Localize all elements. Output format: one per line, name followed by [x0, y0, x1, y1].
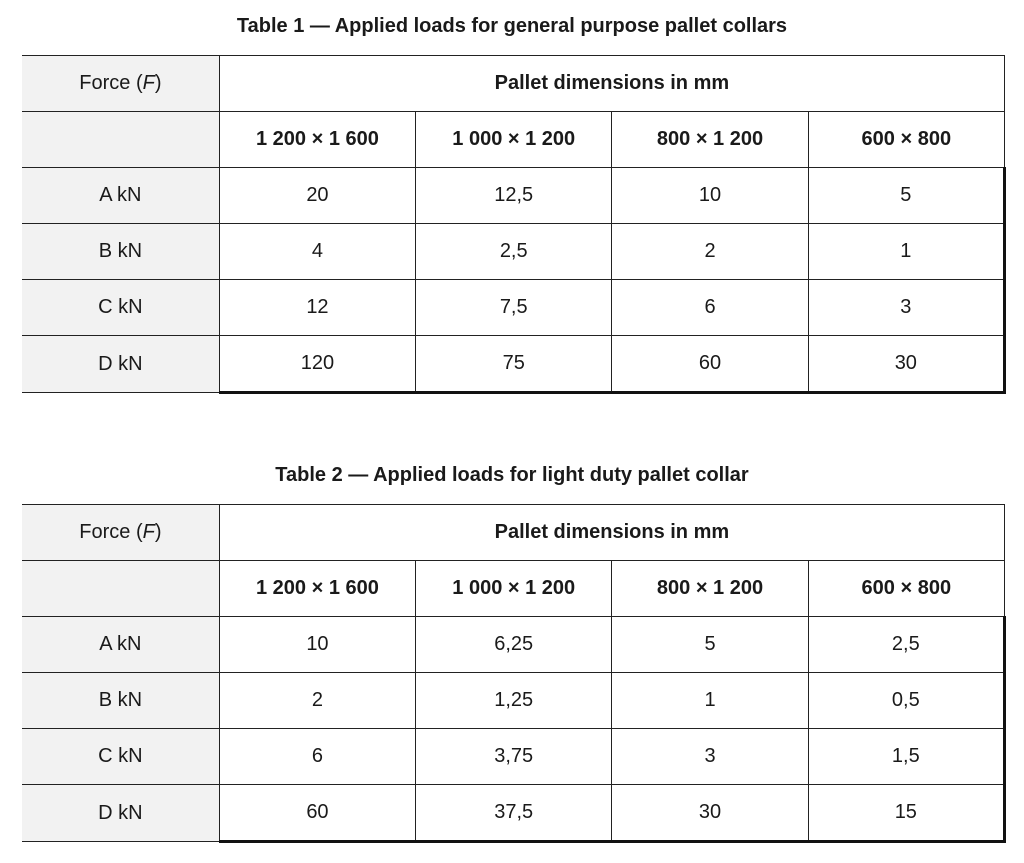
table-row: C kN 12 7,5 6 3	[22, 279, 1007, 336]
table-cell: 30	[807, 335, 1007, 394]
empty-header-cell	[22, 560, 220, 617]
table-cell: 15	[807, 784, 1007, 843]
column-header: 600 × 800	[807, 560, 1006, 617]
table-1: Force (F) Pallet dimensions in mm 1 200 …	[22, 55, 1007, 394]
table-cell: 10	[218, 616, 417, 673]
table-cell: 60	[611, 335, 809, 394]
table-row: B kN 2 1,25 1 0,5	[22, 672, 1007, 729]
table-cell: 3,75	[415, 728, 613, 785]
force-close: )	[154, 72, 162, 94]
table-row: D kN 60 37,5 30 15	[22, 784, 1007, 843]
force-close: )	[154, 521, 162, 543]
table-cell: 6,25	[415, 616, 613, 673]
table-cell: 2	[218, 672, 417, 729]
table-cell: 3	[807, 279, 1007, 336]
force-header: Force (F)	[22, 504, 220, 561]
row-label: A kN	[22, 616, 220, 673]
table-cell: 120	[218, 335, 417, 394]
column-header: 1 000 × 1 200	[415, 111, 613, 168]
table-cell: 3	[611, 728, 809, 785]
table-cell: 0,5	[807, 672, 1007, 729]
table-cell: 5	[611, 616, 809, 673]
row-label: A kN	[22, 167, 220, 224]
column-header: 800 × 1 200	[611, 111, 809, 168]
table-row: B kN 4 2,5 2 1	[22, 223, 1007, 280]
table-cell: 37,5	[415, 784, 613, 843]
table-cell: 60	[218, 784, 417, 843]
empty-header-cell	[22, 111, 220, 168]
column-header: 1 200 × 1 600	[218, 560, 417, 617]
table-cell: 6	[218, 728, 417, 785]
table-cell: 10	[611, 167, 809, 224]
table-row: C kN 6 3,75 3 1,5	[22, 728, 1007, 785]
table-cell: 5	[807, 167, 1007, 224]
force-label: Force (	[79, 72, 143, 94]
table-2-title: Table 2 — Applied loads for light duty p…	[275, 464, 749, 486]
column-header: 600 × 800	[807, 111, 1006, 168]
table-2: Force (F) Pallet dimensions in mm 1 200 …	[22, 504, 1007, 843]
table-cell: 7,5	[415, 279, 613, 336]
table-cell: 1	[611, 672, 809, 729]
table-cell: 1,5	[807, 728, 1007, 785]
table-cell: 6	[611, 279, 809, 336]
force-header: Force (F)	[22, 55, 220, 112]
table-cell: 12	[218, 279, 417, 336]
table-cell: 2,5	[415, 223, 613, 280]
column-header: 1 000 × 1 200	[415, 560, 613, 617]
table-row: A kN 20 12,5 10 5	[22, 167, 1007, 224]
table-cell: 30	[611, 784, 809, 843]
table-cell: 1	[807, 223, 1007, 280]
force-symbol: F	[142, 521, 155, 543]
table-cell: 4	[218, 223, 417, 280]
force-symbol: F	[142, 72, 155, 94]
row-label: C kN	[22, 728, 220, 785]
table-1-title: Table 1 — Applied loads for general purp…	[236, 15, 788, 37]
table-row: D kN 120 75 60 30	[22, 335, 1007, 394]
row-label: D kN	[22, 335, 220, 393]
column-header: 800 × 1 200	[611, 560, 809, 617]
table-cell: 20	[218, 167, 417, 224]
pallet-dimensions-header: Pallet dimensions in mm	[218, 504, 1006, 561]
table-row: A kN 10 6,25 5 2,5	[22, 616, 1007, 673]
table-cell: 2,5	[807, 616, 1007, 673]
row-label: B kN	[22, 672, 220, 729]
table-cell: 12,5	[415, 167, 613, 224]
row-label: C kN	[22, 279, 220, 336]
table-cell: 1,25	[415, 672, 613, 729]
row-label: D kN	[22, 784, 220, 842]
row-label: B kN	[22, 223, 220, 280]
force-label: Force (	[79, 521, 143, 543]
table-cell: 75	[415, 335, 613, 394]
pallet-dimensions-header: Pallet dimensions in mm	[218, 55, 1006, 112]
table-cell: 2	[611, 223, 809, 280]
column-header: 1 200 × 1 600	[218, 111, 417, 168]
